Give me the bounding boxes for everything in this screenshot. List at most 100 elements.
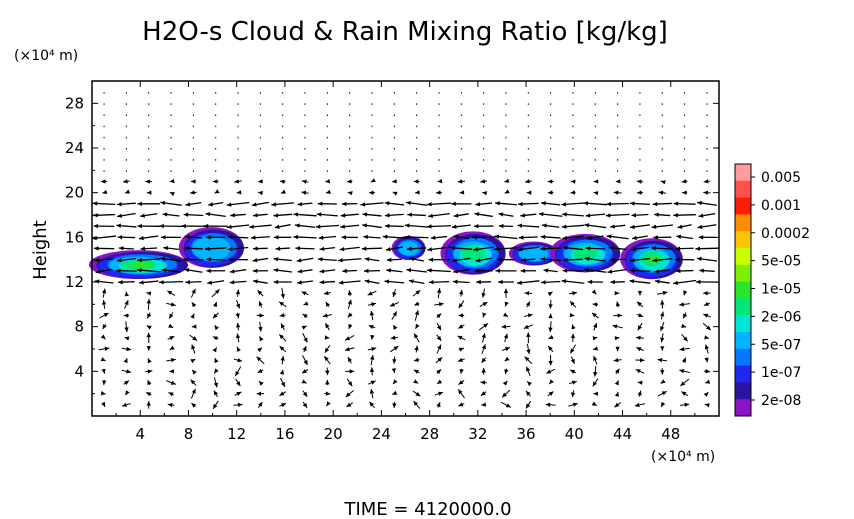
- wind-arrow: [629, 279, 651, 284]
- wind-arrow: [703, 179, 711, 184]
- wind-arrow: [480, 380, 487, 385]
- wind-arrow: [653, 235, 672, 240]
- wind-arrow: [636, 301, 644, 308]
- wind-arrow: [610, 224, 626, 229]
- wind-arrow: [481, 402, 487, 407]
- wind-arrow: [256, 391, 265, 396]
- x-tick-label: 28: [420, 425, 439, 443]
- wind-arrow: [673, 213, 696, 218]
- wind-arrow: [251, 201, 270, 207]
- wind-arrow: [183, 246, 203, 251]
- wind-arrow: [683, 290, 688, 296]
- wind-arrow: [614, 290, 620, 296]
- wind-arrow: [391, 311, 398, 320]
- wind-arrow: [230, 213, 246, 218]
- wind-arrow: [651, 224, 674, 229]
- wind-arrow: [168, 323, 174, 329]
- wind-arrow: [347, 299, 352, 310]
- wind-arrow: [629, 201, 650, 206]
- wind-arrow: [636, 347, 644, 352]
- wind-arrow: [347, 356, 353, 364]
- wind-arrow: [503, 333, 509, 343]
- wind-arrow: [615, 368, 620, 375]
- wind-arrow: [518, 201, 539, 207]
- wind-arrow: [436, 190, 442, 195]
- wind-arrow: [478, 323, 489, 331]
- colorbar-border: [734, 163, 752, 417]
- wind-arrow: [428, 212, 450, 218]
- wind-arrow: [346, 378, 353, 387]
- wind-arrow: [392, 379, 398, 385]
- x-tick-label: 12: [227, 425, 246, 443]
- wind-arrow: [523, 313, 533, 318]
- wind-arrow: [635, 368, 645, 374]
- wind-arrow: [190, 288, 196, 298]
- wind-arrow: [585, 246, 605, 251]
- wind-arrow: [504, 301, 509, 307]
- wind-arrow: [341, 201, 358, 207]
- wind-arrow: [473, 224, 494, 229]
- wind-arrow: [319, 269, 336, 274]
- wind-arrow: [249, 224, 272, 229]
- wind-arrow: [208, 201, 224, 207]
- wind-arrow: [562, 245, 584, 251]
- chart-title: H2O-s Cloud & Rain Mixing Ratio [kg/kg]: [142, 17, 668, 47]
- wind-arrow: [526, 366, 531, 377]
- wind-arrow: [540, 234, 561, 240]
- wind-arrow: [391, 368, 396, 373]
- wind-arrow: [427, 224, 451, 229]
- wind-arrow: [584, 267, 607, 273]
- wind-arrow: [494, 234, 518, 240]
- wind-arrow: [236, 346, 241, 352]
- wind-arrow: [637, 380, 643, 385]
- wind-arrow: [147, 379, 152, 386]
- wind-arrow: [660, 300, 665, 309]
- wind-arrow: [548, 299, 553, 309]
- wind-arrow: [161, 268, 181, 273]
- wind-arrow: [545, 402, 556, 407]
- wind-arrow: [681, 333, 689, 342]
- wind-arrow: [325, 189, 331, 195]
- wind-arrow: [389, 301, 399, 307]
- wind-arrow: [227, 234, 249, 240]
- wind-arrow: [681, 323, 687, 329]
- wind-arrow: [100, 334, 106, 340]
- wind-arrow: [404, 234, 429, 240]
- wind-arrow: [676, 234, 693, 240]
- wind-arrow: [413, 379, 419, 384]
- wind-arrow: [168, 392, 174, 397]
- wind-arrow: [635, 357, 645, 363]
- cloud-region: [391, 235, 426, 261]
- wind-arrow: [481, 357, 487, 364]
- wind-arrow: [569, 300, 577, 308]
- wind-arrow: [345, 390, 355, 398]
- wind-arrow: [458, 300, 465, 309]
- wind-arrow: [117, 235, 136, 240]
- wind-arrow: [160, 256, 182, 262]
- wind-arrow: [571, 324, 576, 330]
- wind-arrow: [675, 268, 694, 274]
- wind-arrow: [541, 280, 561, 285]
- wind-arrow: [563, 257, 583, 263]
- colorbar: 0.005 0.001 0.0002 5e-05 1e-05 2e-06 5e-07 1e-0…: [734, 163, 810, 417]
- y-tick-label: 16: [65, 228, 84, 246]
- wind-arrow: [434, 391, 444, 396]
- wind-arrow: [702, 322, 712, 331]
- wind-arrow: [368, 324, 376, 330]
- wind-arrow: [190, 379, 197, 386]
- wind-arrow: [324, 391, 331, 396]
- wind-arrow: [273, 268, 292, 273]
- wind-arrow: [258, 321, 263, 332]
- wind-arrow: [362, 223, 382, 229]
- wind-arrow: [504, 368, 509, 375]
- wind-arrow: [94, 279, 114, 284]
- wind-arrow: [121, 346, 132, 352]
- wind-arrow: [677, 224, 692, 229]
- wind-arrow: [703, 391, 709, 397]
- colorbar-swatch: [735, 382, 751, 400]
- wind-arrow: [341, 235, 358, 240]
- wind-arrow: [610, 279, 625, 285]
- wind-arrow: [302, 332, 308, 343]
- wind-arrow: [360, 202, 384, 207]
- wind-arrow: [570, 179, 576, 184]
